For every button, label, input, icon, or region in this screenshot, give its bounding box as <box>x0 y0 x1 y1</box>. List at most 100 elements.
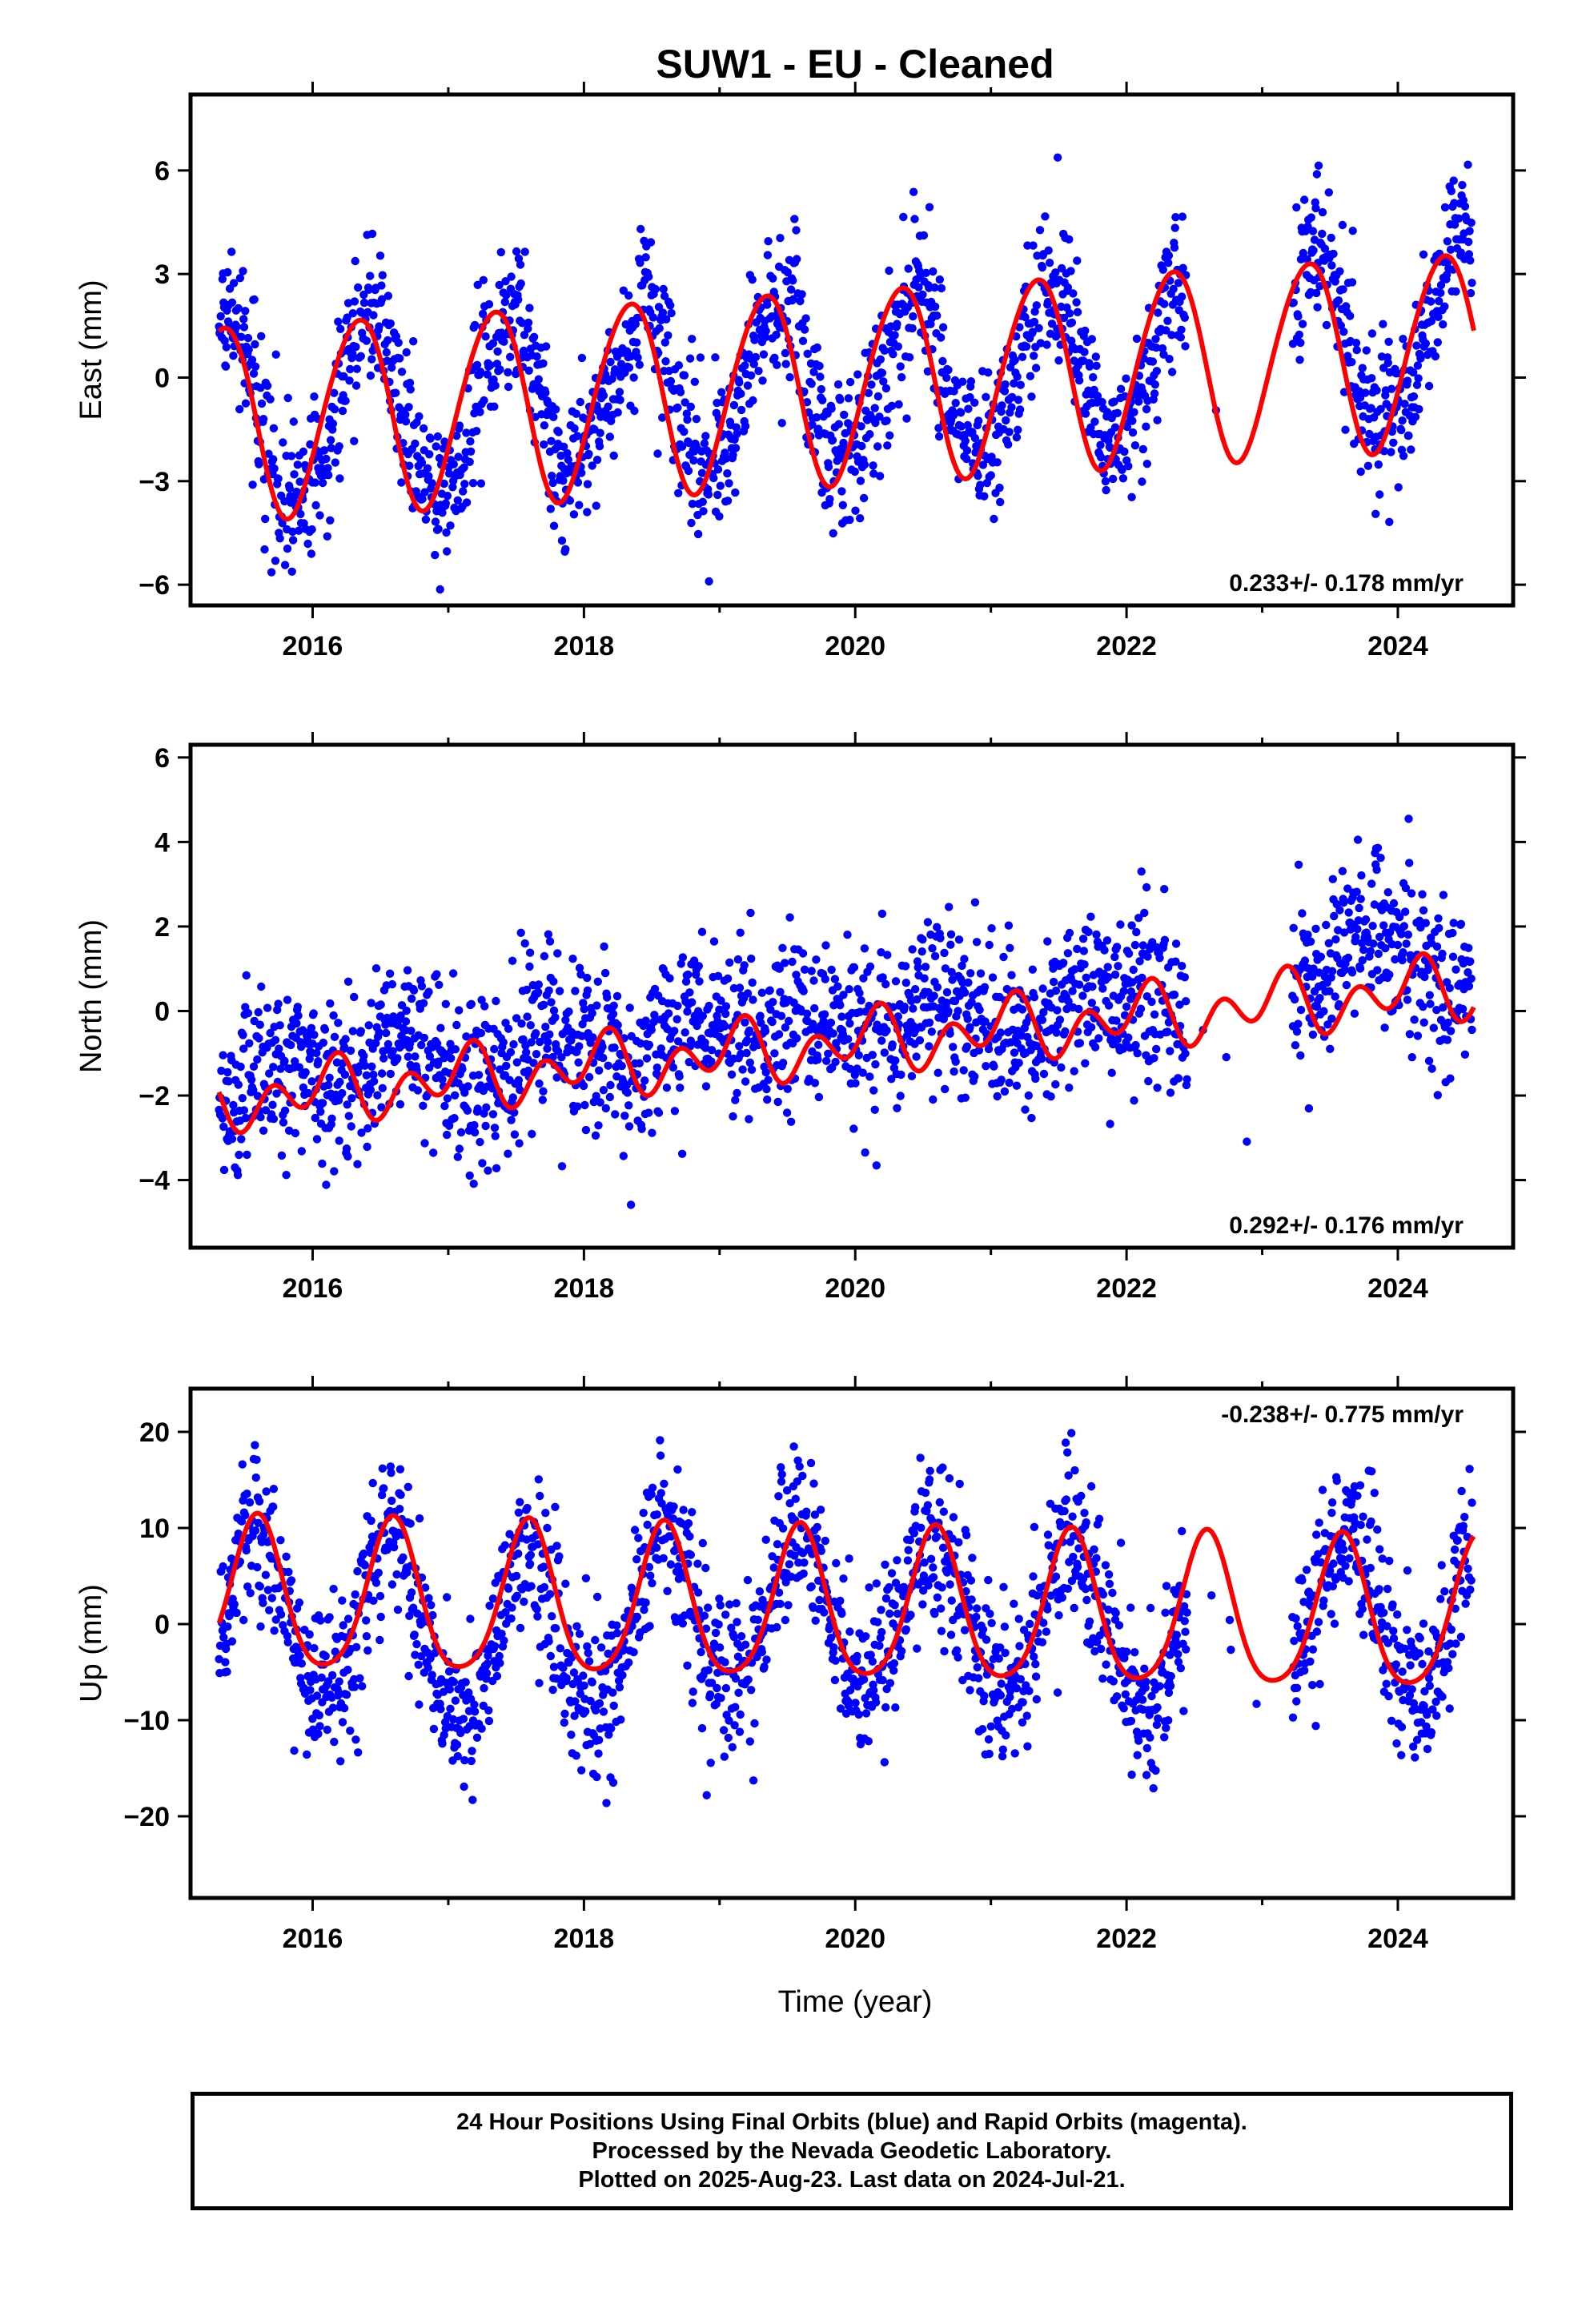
data-point <box>1303 255 1312 263</box>
data-point <box>747 1686 756 1695</box>
data-point <box>947 1596 956 1605</box>
data-point <box>367 355 376 364</box>
data-point <box>1450 220 1460 229</box>
data-point <box>1339 898 1348 907</box>
data-point <box>1028 965 1038 974</box>
data-point <box>371 1578 381 1587</box>
data-point <box>1445 983 1454 993</box>
data-point <box>529 1059 538 1068</box>
data-point <box>424 1594 433 1602</box>
data-point <box>501 1608 510 1617</box>
data-point <box>1057 1063 1066 1072</box>
data-point <box>1063 949 1073 958</box>
data-point <box>802 1009 812 1019</box>
data-point <box>1458 180 1467 190</box>
data-point <box>701 1624 711 1633</box>
data-point <box>392 1570 401 1579</box>
data-point <box>676 388 685 396</box>
data-point <box>261 1106 271 1115</box>
data-point <box>1127 493 1136 501</box>
data-point <box>1130 408 1138 416</box>
data-point <box>897 1070 905 1080</box>
data-point <box>1171 213 1180 222</box>
data-point <box>1153 1084 1162 1092</box>
data-point <box>346 1727 355 1735</box>
data-point <box>729 450 737 460</box>
data-point <box>731 444 741 452</box>
data-point <box>853 1651 861 1661</box>
data-point <box>913 995 921 1004</box>
data-point <box>396 1011 405 1020</box>
data-point <box>234 304 243 313</box>
x-tick-label: 2024 <box>1367 1273 1428 1304</box>
data-point <box>230 1600 239 1609</box>
data-point <box>396 1505 404 1514</box>
data-point <box>821 941 830 950</box>
data-point <box>857 422 865 431</box>
data-point <box>516 260 525 269</box>
data-point <box>429 1148 438 1157</box>
data-point <box>1452 287 1460 296</box>
data-point <box>559 1663 568 1672</box>
data-point <box>261 514 270 524</box>
data-point <box>269 1502 278 1511</box>
data-point <box>328 1671 337 1680</box>
data-point <box>948 975 957 984</box>
data-point <box>592 501 600 510</box>
data-point <box>529 332 539 341</box>
data-point <box>594 1121 603 1130</box>
data-point <box>512 247 521 256</box>
data-point <box>440 437 449 446</box>
data-point <box>1351 339 1361 348</box>
data-point <box>284 1567 293 1577</box>
data-point <box>612 1621 621 1630</box>
x-tick-label: 2020 <box>825 631 885 661</box>
data-point <box>1135 957 1144 966</box>
data-point <box>918 1600 927 1609</box>
data-point <box>763 251 773 259</box>
data-point <box>534 1475 543 1484</box>
data-point <box>711 353 720 362</box>
data-point <box>812 955 821 964</box>
data-point <box>1407 889 1416 898</box>
data-point <box>837 487 846 496</box>
data-point <box>410 1630 419 1639</box>
data-point <box>500 337 508 346</box>
data-point <box>1347 278 1357 287</box>
data-point <box>669 1502 678 1511</box>
data-point <box>442 528 451 537</box>
data-point <box>893 1556 901 1565</box>
data-point <box>984 1044 994 1054</box>
data-point <box>595 442 604 451</box>
data-point <box>667 308 676 318</box>
data-point <box>407 1588 416 1597</box>
data-point <box>1467 974 1476 983</box>
data-point <box>276 1610 286 1619</box>
data-point <box>327 1693 336 1702</box>
data-point <box>1403 995 1412 1004</box>
data-point <box>338 1718 347 1727</box>
data-point <box>1078 935 1088 943</box>
data-point <box>975 1005 984 1015</box>
data-point <box>1034 324 1043 332</box>
data-point <box>951 399 960 408</box>
data-point <box>940 948 949 958</box>
data-point <box>557 1162 567 1171</box>
data-point <box>799 1569 808 1578</box>
data-point <box>500 297 509 307</box>
data-point <box>707 1057 716 1066</box>
data-point <box>234 1080 243 1089</box>
data-point <box>508 1093 517 1102</box>
data-point <box>878 1675 887 1685</box>
data-point <box>514 1076 524 1085</box>
data-point <box>472 427 481 436</box>
data-point <box>929 1563 938 1572</box>
data-point <box>459 487 468 496</box>
data-point <box>486 361 495 370</box>
data-point <box>404 1671 413 1681</box>
data-point <box>1404 814 1413 823</box>
data-point <box>504 368 512 377</box>
data-point <box>882 416 891 425</box>
data-point <box>950 387 958 396</box>
data-point <box>291 1128 300 1138</box>
